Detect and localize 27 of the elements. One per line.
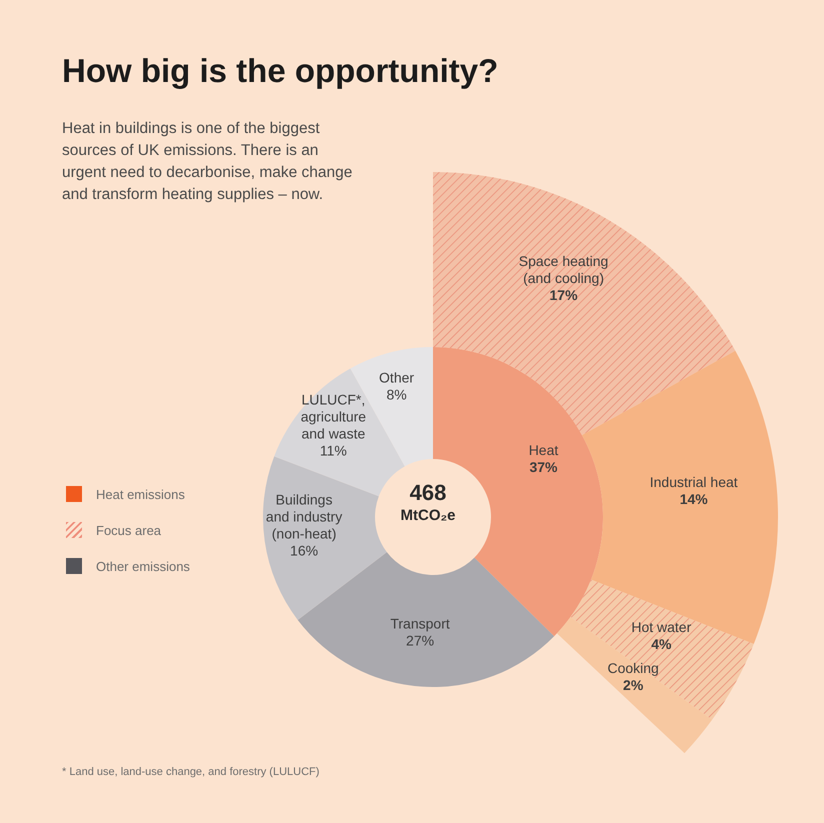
data-label: 4% bbox=[651, 636, 672, 652]
data-label: 8% bbox=[386, 386, 407, 402]
text: * Land use, land-use change, and forestry (LULUCF) bbox=[62, 766, 320, 778]
data-label: 14% bbox=[680, 490, 708, 507]
slice-label: Space heating (and cooling) bbox=[518, 252, 608, 286]
text: 468 bbox=[408, 480, 448, 506]
text: Heat emissions bbox=[96, 486, 185, 502]
data-label: 11% bbox=[320, 442, 347, 459]
chart-title: How big is the opportunity? bbox=[62, 52, 498, 90]
slice-label: Buildings and industry (non-heat) bbox=[266, 491, 342, 542]
donut-slice bbox=[263, 456, 387, 620]
slice-label: Industrial heat bbox=[650, 474, 738, 490]
data-label: 27% bbox=[406, 632, 434, 648]
slice-label: Heat bbox=[528, 442, 558, 458]
data-label: 17% bbox=[550, 286, 578, 303]
slice-label: Hot water bbox=[631, 618, 692, 635]
slice-label: Transport bbox=[390, 615, 450, 632]
data-label: 16% bbox=[290, 542, 318, 558]
text: Focus area bbox=[96, 522, 162, 538]
chart-subtitle: Heat in buildings is one of the biggest sources of UK emissions. There is an urgent need to decarbonise, make change and transform heating supplies – now. bbox=[62, 119, 354, 205]
data-label: 2% bbox=[623, 677, 644, 694]
slice-label: Other bbox=[379, 369, 414, 386]
text: Other emissions bbox=[96, 558, 190, 574]
slice-label: LULUCF*, agriculture and waste bbox=[300, 392, 366, 442]
text: MtCO₂e bbox=[400, 506, 456, 526]
slice-label: Cooking bbox=[607, 660, 659, 676]
data-label: 37% bbox=[529, 459, 558, 476]
